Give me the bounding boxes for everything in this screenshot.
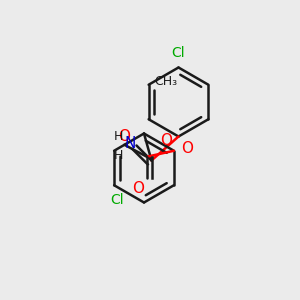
- Text: Cl: Cl: [110, 193, 124, 207]
- Text: H: H: [113, 149, 123, 162]
- Text: O: O: [182, 141, 194, 156]
- Text: O: O: [118, 129, 130, 144]
- Text: O: O: [132, 181, 144, 196]
- Text: N: N: [124, 136, 136, 151]
- Text: H: H: [113, 130, 123, 143]
- Text: O: O: [160, 133, 172, 148]
- Text: Cl: Cl: [172, 46, 185, 60]
- Text: CH₃: CH₃: [154, 75, 178, 88]
